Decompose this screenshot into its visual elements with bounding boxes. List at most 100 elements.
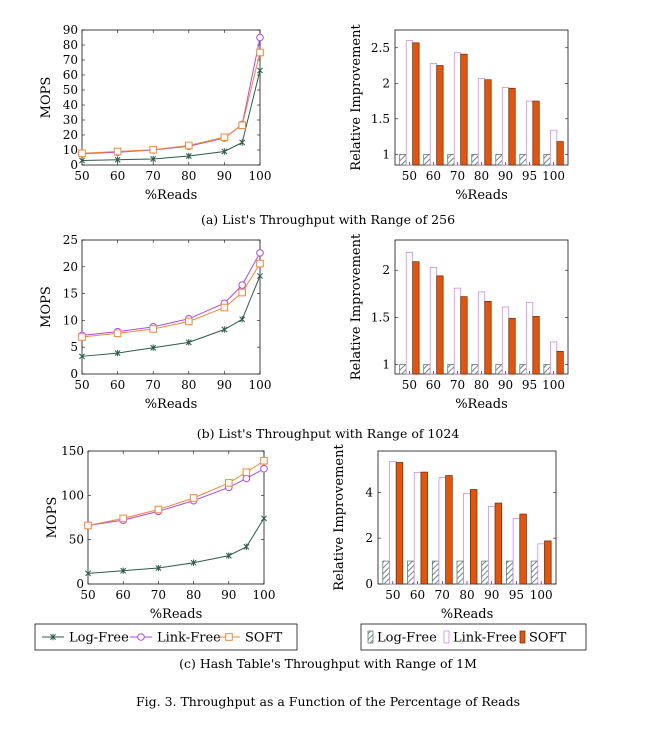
- y-tick-label: 150: [61, 444, 84, 458]
- x-tick-label: 70: [450, 169, 465, 183]
- series-line-soft: [81, 52, 261, 154]
- series-line-log-free: [81, 70, 261, 161]
- data-point-log-free: [185, 152, 192, 160]
- series-line-log-free: [81, 275, 261, 357]
- legend-label-log-free: Log-Free: [69, 631, 129, 646]
- y-tick-label: 2.5: [371, 41, 390, 55]
- data-point-soft: [220, 303, 229, 312]
- bar-soft: [519, 513, 527, 585]
- x-tick-label: 70: [151, 588, 166, 602]
- plot-frame: [81, 239, 261, 375]
- bar-soft: [484, 79, 492, 166]
- data-point-soft: [256, 48, 264, 57]
- bar-link-free: [463, 493, 471, 585]
- bar-link-free: [477, 77, 486, 166]
- x-tick-label: 95: [522, 378, 537, 392]
- bar-link-free: [512, 518, 521, 585]
- y-tick-label: 80: [63, 38, 78, 52]
- data-point-log-free: [221, 148, 228, 155]
- y-tick-label: 2: [365, 531, 373, 545]
- data-point-soft: [84, 521, 92, 530]
- data-point-link-free: [260, 464, 268, 473]
- x-axis-label: %Reads: [145, 397, 198, 412]
- data-point-log-free: [239, 139, 246, 146]
- bar-link-free: [413, 471, 422, 585]
- x-tick-label: 60: [110, 169, 125, 183]
- subcaption-a: (a) List's Throughput with Range of 256: [201, 212, 455, 227]
- bar-log-free: [495, 153, 503, 166]
- bar-soft: [556, 141, 564, 166]
- x-tick-label: 70: [146, 378, 161, 392]
- bar-chart-c-bar: 0 2 4 50 60 70 80 90 95 100 %Reads Relative Improve…: [332, 444, 557, 622]
- data-point-log-free: [239, 316, 246, 323]
- legend-label-link-free: Link-Free: [453, 631, 517, 646]
- bar-link-free: [549, 129, 558, 166]
- data-point-soft: [256, 259, 264, 268]
- x-tick-label: 90: [221, 588, 236, 602]
- data-point-soft: [149, 145, 157, 154]
- y-tick-label: 2: [382, 263, 390, 277]
- bar-soft: [460, 53, 468, 166]
- x-tick-label: 95: [522, 169, 537, 183]
- legend-bar-swatch: [519, 630, 526, 644]
- bar-link-free: [525, 301, 534, 375]
- bar-link-free: [537, 543, 545, 585]
- data-point-log-free: [155, 564, 162, 572]
- data-point-soft: [189, 494, 198, 502]
- data-point-soft: [242, 468, 251, 477]
- y-tick-label: 15: [63, 287, 78, 301]
- x-tick-label: 80: [181, 169, 196, 183]
- bar-soft: [508, 317, 516, 375]
- bar-log-free: [506, 560, 514, 585]
- data-point-soft: [225, 479, 233, 487]
- x-tick-label: 80: [474, 169, 489, 183]
- bar-log-free: [471, 364, 479, 375]
- data-point-soft: [149, 325, 157, 333]
- bar-link-free: [525, 100, 534, 166]
- y-tick-label: 10: [63, 313, 78, 327]
- bar-log-free: [481, 560, 489, 585]
- x-tick-label: 50: [402, 378, 417, 392]
- bar-soft: [436, 275, 444, 375]
- bar-soft: [395, 462, 404, 585]
- bar-link-free: [477, 291, 486, 375]
- data-point-log-free: [150, 344, 157, 351]
- bar-log-free: [519, 364, 527, 375]
- y-tick-label: 20: [63, 260, 78, 274]
- x-tick-label: 50: [74, 169, 89, 183]
- bar-log-free: [399, 153, 407, 166]
- data-point-soft: [119, 514, 128, 523]
- bar-link-free: [438, 477, 446, 585]
- x-tick-label: 100: [249, 378, 272, 392]
- data-point-soft: [78, 333, 86, 341]
- bar-log-free: [495, 364, 503, 375]
- y-axis-label: MOPS: [45, 497, 60, 539]
- y-axis-label: MOPS: [39, 286, 54, 328]
- x-axis-label: %Reads: [441, 607, 494, 622]
- y-tick-label: 0: [76, 577, 84, 591]
- bar-soft: [508, 87, 516, 166]
- bar-soft: [532, 316, 540, 375]
- y-tick-label: 5: [70, 340, 78, 354]
- legend-label-soft: SOFT: [245, 631, 283, 646]
- data-point-soft: [238, 121, 246, 130]
- data-point-log-free: [114, 349, 121, 357]
- bar-soft: [445, 475, 453, 585]
- x-tick-label: 90: [217, 378, 232, 392]
- y-tick-label: 50: [63, 83, 78, 97]
- x-tick-label: 100: [542, 378, 565, 392]
- data-point-soft: [78, 149, 86, 158]
- bar-log-free: [399, 364, 407, 375]
- x-tick-label: 70: [450, 378, 465, 392]
- data-point-log-free: [79, 157, 85, 164]
- plot-frame: [81, 29, 261, 166]
- bar-log-free: [471, 153, 479, 166]
- x-tick-label: 90: [484, 588, 499, 602]
- x-tick-label: 60: [410, 588, 425, 602]
- data-point-log-free: [114, 156, 121, 163]
- bar-soft: [436, 65, 444, 166]
- data-point-soft: [238, 288, 246, 297]
- line-legend: Log-Free Link-Free SOFT: [34, 623, 298, 651]
